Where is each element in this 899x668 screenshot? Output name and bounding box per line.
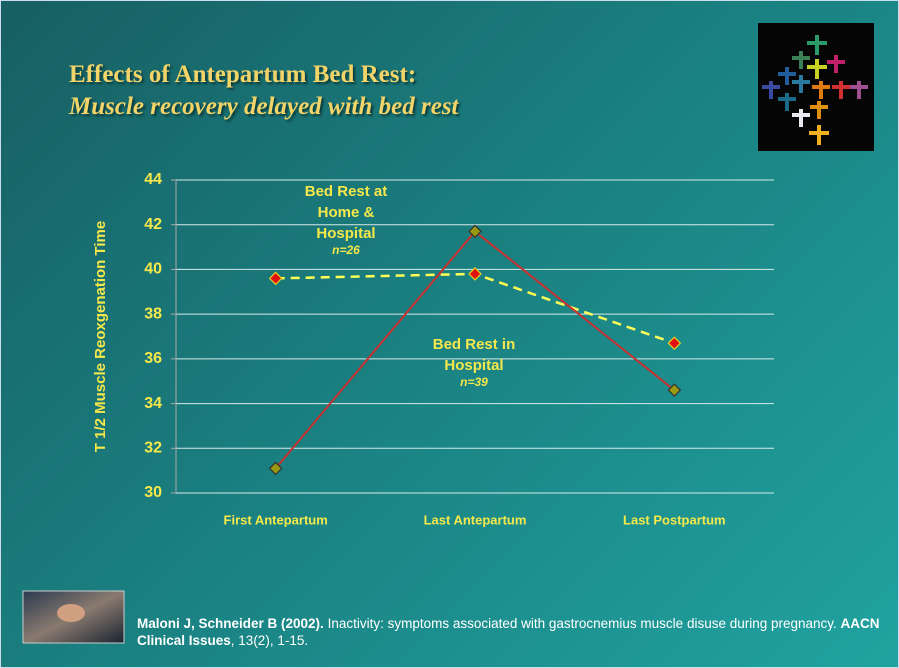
x-tick-label: Last Antepartum bbox=[424, 512, 527, 527]
series-name: Bed Rest at Home & Hospital bbox=[304, 183, 388, 242]
marker bbox=[667, 383, 682, 398]
y-tick-label: 30 bbox=[144, 484, 162, 501]
y-tick-label: 32 bbox=[144, 440, 162, 457]
series-line bbox=[275, 272, 675, 345]
y-axis-label: T 1/2 Muscle Reoxgenation Time bbox=[92, 221, 109, 452]
marker bbox=[667, 336, 682, 351]
series-name: Bed Rest in Hospital bbox=[432, 336, 516, 374]
title: Effects of Antepartum Bed Rest: bbox=[69, 61, 417, 88]
series-note: n=26 bbox=[332, 243, 360, 257]
series-label: Bed Rest at Home & Hospital n=26 bbox=[291, 181, 401, 256]
y-tick-label: 44 bbox=[144, 171, 162, 188]
marker bbox=[268, 271, 283, 286]
series-label: Bed Rest in Hospital n=39 bbox=[419, 334, 529, 388]
cite-rest: , 13(2), 1-15. bbox=[230, 633, 309, 648]
logo bbox=[758, 23, 874, 151]
y-tick-label: 42 bbox=[144, 216, 162, 233]
x-tick-label: First Antepartum bbox=[224, 512, 328, 527]
photo bbox=[22, 590, 125, 644]
y-tick-label: 34 bbox=[144, 395, 162, 412]
y-tick-label: 40 bbox=[144, 261, 162, 278]
subtitle: Muscle recovery delayed with bed rest bbox=[69, 93, 459, 120]
x-tick-label: Last Postpartum bbox=[623, 512, 726, 527]
marker bbox=[268, 461, 283, 476]
cite-journal: AACN Clinical Issues bbox=[137, 616, 880, 648]
cite-text: Inactivity: symptoms associated with gas… bbox=[323, 616, 841, 631]
y-tick-label: 36 bbox=[144, 350, 162, 367]
cite-authors: Maloni J, Schneider B (2002). bbox=[137, 616, 324, 631]
marker bbox=[468, 224, 482, 239]
series-note: n=39 bbox=[460, 375, 488, 389]
citation: Maloni J, Schneider B (2002). Inactivity… bbox=[137, 615, 897, 649]
marker bbox=[468, 267, 482, 281]
y-tick-label: 38 bbox=[144, 305, 162, 322]
